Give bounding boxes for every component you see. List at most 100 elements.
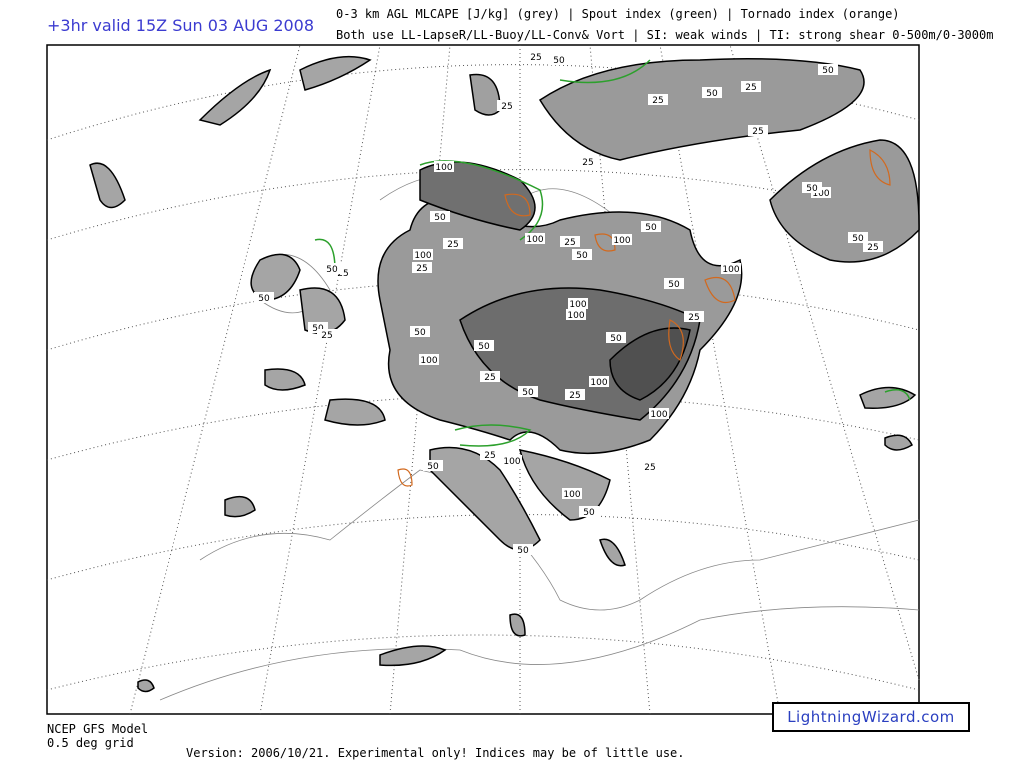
label-box xyxy=(612,234,632,245)
watermark[interactable]: LightningWizard.com xyxy=(772,702,970,732)
contour-label: 25 xyxy=(688,313,699,323)
contour-label: 50 xyxy=(326,265,338,275)
label-box xyxy=(308,322,328,333)
contour-label: 100 xyxy=(435,163,452,173)
map-title: +3hr valid 15Z Sun 03 AUG 2008 xyxy=(47,16,315,35)
contour-label: 25 xyxy=(745,83,756,93)
legend-line: Both use LL-LapseR/LL-Buoy/LL-Conv& Vort… xyxy=(336,28,994,42)
contour-label: 100 xyxy=(569,300,586,310)
label-box xyxy=(818,64,838,75)
contour-label: 100 xyxy=(613,236,630,246)
label-box xyxy=(480,449,500,460)
contour-label: 100 xyxy=(503,457,520,467)
contour-label: 50 xyxy=(806,184,818,194)
label-box xyxy=(863,241,883,252)
label-box xyxy=(410,326,430,337)
label-box xyxy=(572,249,592,260)
label-box xyxy=(702,87,722,98)
label-box xyxy=(848,232,868,243)
coastline xyxy=(159,174,920,701)
contour-label: 25 xyxy=(416,264,427,274)
contour-label: 50 xyxy=(645,223,657,233)
contour-label: 25 xyxy=(644,463,655,473)
contour-label: 100 xyxy=(567,311,584,321)
contour-label: 50 xyxy=(517,546,529,556)
label-box xyxy=(562,488,582,499)
contour-label: 100 xyxy=(590,378,607,388)
grid-note: 0.5 deg grid xyxy=(47,736,134,750)
label-box xyxy=(802,182,822,193)
tornado-contours xyxy=(397,149,891,487)
contour-label: 25 xyxy=(652,96,663,106)
label-box xyxy=(578,156,598,167)
label-box xyxy=(721,263,741,274)
contour-label: 100 xyxy=(420,356,437,366)
label-box xyxy=(502,455,522,466)
label-box xyxy=(684,311,704,322)
version-note: Version: 2006/10/21. Experimental only! … xyxy=(186,746,685,760)
label-box xyxy=(641,221,661,232)
contour-label: 50 xyxy=(553,56,565,66)
label-box xyxy=(741,81,761,92)
contour-label: 25 xyxy=(582,158,593,168)
contour-label: 50 xyxy=(610,334,622,344)
label-box xyxy=(565,389,585,400)
contour-label: 50 xyxy=(822,66,834,76)
contour-label: 50 xyxy=(434,213,446,223)
label-box xyxy=(413,249,433,260)
label-box xyxy=(568,298,588,309)
label-box xyxy=(579,506,599,517)
contour-label: 25 xyxy=(564,238,575,248)
contour-label: 25 xyxy=(447,240,458,250)
label-box xyxy=(518,386,538,397)
label-box xyxy=(560,236,580,247)
contour-label: 50 xyxy=(576,251,588,261)
contour-label: 100 xyxy=(526,235,543,245)
cape-shading xyxy=(89,55,920,693)
label-box xyxy=(549,54,569,65)
label-box xyxy=(649,408,669,419)
label-box xyxy=(317,329,337,340)
contour-label: 25 xyxy=(337,269,348,279)
contour-label: 25 xyxy=(569,391,580,401)
contour-label: 50 xyxy=(852,234,864,244)
contour-label: 25 xyxy=(484,451,495,461)
label-box xyxy=(525,233,545,244)
contour-label: 50 xyxy=(706,89,718,99)
contour-label: 100 xyxy=(722,265,739,275)
label-box xyxy=(648,94,668,105)
label-box xyxy=(333,267,353,278)
label-box xyxy=(430,211,450,222)
contour-label: 25 xyxy=(501,102,512,112)
contour-label: 50 xyxy=(522,388,534,398)
label-box xyxy=(254,292,274,303)
contour-label: 50 xyxy=(427,462,439,472)
contour-label: 100 xyxy=(650,410,667,420)
contour-label: 50 xyxy=(478,342,490,352)
label-box xyxy=(606,332,626,343)
contour-label: 25 xyxy=(752,127,763,137)
label-box xyxy=(748,125,768,136)
contour-label: 25 xyxy=(867,243,878,253)
contour-label: 50 xyxy=(258,294,270,304)
contour-label: 100 xyxy=(563,490,580,500)
label-box xyxy=(480,371,500,382)
label-box xyxy=(640,461,660,472)
label-box xyxy=(664,278,684,289)
spout-contours xyxy=(314,59,911,447)
contour-label: 50 xyxy=(668,280,680,290)
contour-label: 25 xyxy=(484,373,495,383)
contour-label: 50 xyxy=(583,508,595,518)
label-box xyxy=(322,263,342,274)
legend-line: 0-3 km AGL MLCAPE [J/kg] (grey) | Spout … xyxy=(336,7,900,21)
contour-label: 25 xyxy=(321,331,332,341)
label-box xyxy=(434,161,454,172)
label-box xyxy=(566,309,586,320)
model-name: NCEP GFS Model xyxy=(47,722,149,736)
contour-label: 100 xyxy=(414,251,431,261)
label-box xyxy=(497,100,517,111)
label-box xyxy=(412,262,432,273)
label-box xyxy=(419,354,439,365)
